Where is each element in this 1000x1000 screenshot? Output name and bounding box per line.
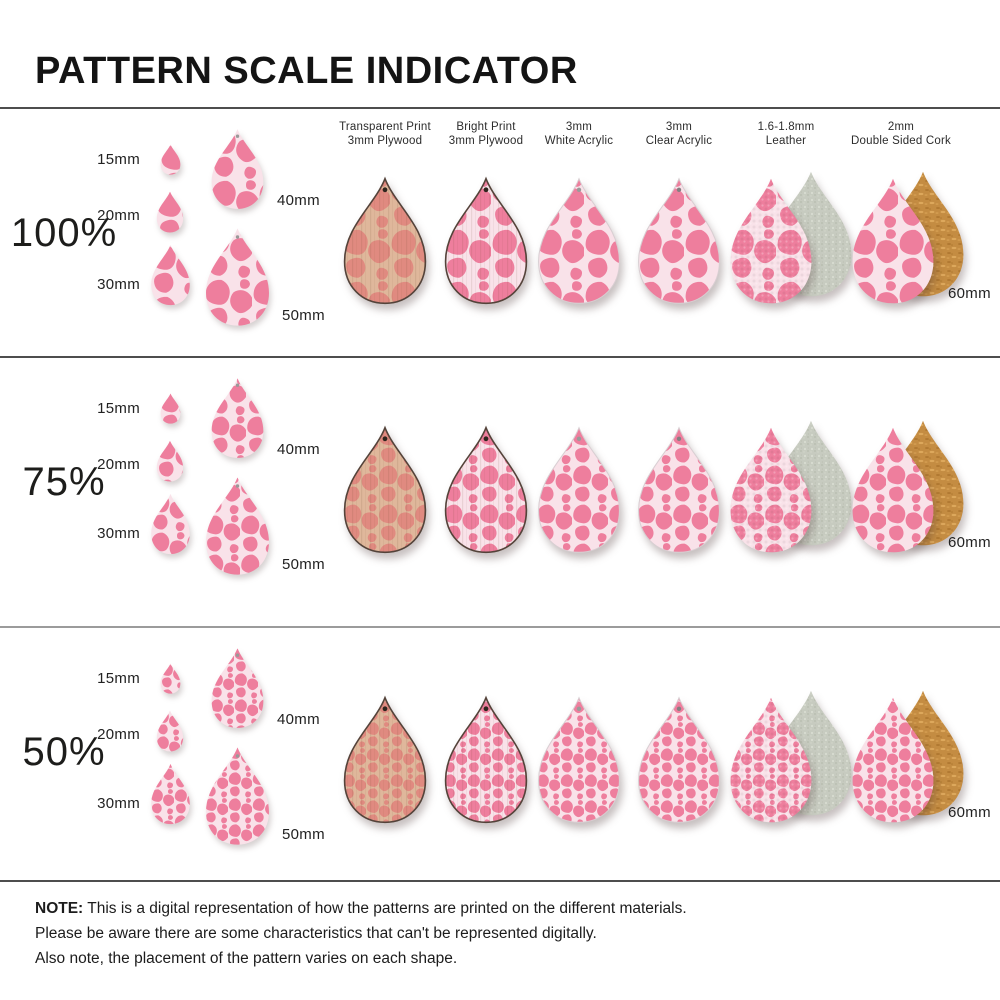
reference-teardrop-30mm — [151, 493, 190, 555]
material-header-line1: 3mm — [665, 121, 693, 133]
material-header-line1: Bright Print — [456, 121, 516, 133]
note-text: NOTE: This is a digital representation o… — [35, 896, 975, 971]
material-teardrop-leather — [730, 427, 812, 553]
material-header-line2: Clear Acrylic — [645, 135, 713, 147]
size-label-50mm: 50mm — [282, 556, 325, 573]
material-header-line2: 3mm Plywood — [448, 135, 524, 147]
material-header-line2: Double Sided Cork — [851, 135, 951, 147]
size-label-40mm: 40mm — [277, 441, 320, 458]
material-teardrop-bright-plywood — [444, 176, 528, 305]
size-label-30mm: 30mm — [97, 795, 140, 812]
material-header-line1: 1.6-1.8mm — [757, 121, 815, 133]
row-50pct: 50% 15mm 20mm 30mm 40mm 50mm 60mm — [0, 626, 1000, 880]
material-header-clear-acrylic: 3mm Clear Acrylic — [604, 120, 754, 148]
size-label-40mm: 40mm — [277, 711, 320, 728]
material-teardrop-cork — [852, 697, 934, 823]
size-label-60mm: 60mm — [948, 534, 991, 551]
material-teardrop-cork — [852, 178, 934, 304]
material-header-line1: 3mm — [565, 121, 593, 133]
material-header-transparent-plywood: Transparent Print 3mm Plywood — [310, 120, 460, 148]
material-header-line1: Transparent Print — [339, 121, 431, 133]
divider — [0, 107, 1000, 109]
reference-teardrop-50mm — [206, 747, 269, 845]
size-label-40mm: 40mm — [277, 192, 320, 209]
material-header-line1: 2mm — [887, 121, 915, 133]
reference-teardrop-20mm — [156, 440, 184, 482]
material-teardrop-transparent-plywood — [343, 176, 427, 305]
material-teardrop-bright-plywood — [444, 425, 528, 554]
size-label-30mm: 30mm — [97, 276, 140, 293]
reference-teardrop-15mm — [160, 144, 181, 175]
page-title: PATTERN SCALE INDICATOR — [35, 50, 578, 93]
reference-teardrop-30mm — [151, 244, 190, 306]
size-label-15mm: 15mm — [97, 151, 140, 168]
size-label-20mm: 20mm — [97, 726, 140, 743]
scale-label-100pct: 100% — [10, 211, 118, 255]
material-teardrop-white-acrylic — [538, 696, 620, 823]
material-header-line2: 3mm Plywood — [347, 135, 423, 147]
reference-teardrop-40mm — [211, 129, 264, 209]
material-teardrop-leather — [730, 697, 812, 823]
scale-label-75pct: 75% — [22, 460, 106, 504]
divider — [0, 880, 1000, 882]
size-label-60mm: 60mm — [948, 285, 991, 302]
row-100pct: 100% Transparent Print 3mm Plywood Bright P… — [0, 107, 1000, 356]
reference-teardrop-50mm — [206, 477, 269, 575]
reference-teardrop-15mm — [160, 393, 181, 424]
material-teardrop-clear-acrylic — [638, 696, 720, 823]
note-label: NOTE: — [35, 900, 84, 917]
material-header-line2: White Acrylic — [544, 135, 614, 147]
reference-teardrop-30mm — [151, 763, 190, 825]
material-header-white-acrylic: 3mm White Acrylic — [504, 120, 654, 148]
reference-teardrop-20mm — [156, 710, 184, 752]
material-header-leather: 1.6-1.8mm Leather — [711, 120, 861, 148]
material-teardrop-clear-acrylic — [638, 177, 720, 304]
material-teardrop-leather — [730, 178, 812, 304]
material-header-cork: 2mm Double Sided Cork — [826, 120, 976, 148]
divider — [0, 626, 1000, 628]
material-teardrop-clear-acrylic — [638, 426, 720, 553]
note-line-2: Please be aware there are some character… — [35, 925, 597, 942]
reference-teardrop-40mm — [211, 378, 264, 458]
material-teardrop-bright-plywood — [444, 695, 528, 824]
size-label-50mm: 50mm — [282, 307, 325, 324]
size-label-50mm: 50mm — [282, 826, 325, 843]
material-teardrop-transparent-plywood — [343, 695, 427, 824]
material-teardrop-white-acrylic — [538, 426, 620, 553]
size-label-20mm: 20mm — [97, 207, 140, 224]
note-line-3: Also note, the placement of the pattern … — [35, 950, 458, 967]
reference-teardrop-50mm — [206, 228, 269, 326]
size-label-15mm: 15mm — [97, 400, 140, 417]
reference-teardrop-15mm — [160, 663, 181, 694]
material-header-bright-plywood: Bright Print 3mm Plywood — [411, 120, 561, 148]
material-teardrop-white-acrylic — [538, 177, 620, 304]
size-label-20mm: 20mm — [97, 456, 140, 473]
note-line-1: NOTE: This is a digital representation o… — [35, 900, 687, 917]
scale-label-50pct: 50% — [22, 730, 106, 774]
size-label-30mm: 30mm — [97, 525, 140, 542]
size-label-60mm: 60mm — [948, 804, 991, 821]
material-teardrop-cork — [852, 427, 934, 553]
material-header-line2: Leather — [765, 135, 807, 147]
reference-teardrop-40mm — [211, 648, 264, 728]
material-teardrop-transparent-plywood — [343, 425, 427, 554]
reference-teardrop-20mm — [156, 191, 184, 233]
divider — [0, 356, 1000, 358]
row-75pct: 75% 15mm 20mm 30mm 40mm 50mm 60mm — [0, 356, 1000, 626]
size-label-15mm: 15mm — [97, 670, 140, 687]
